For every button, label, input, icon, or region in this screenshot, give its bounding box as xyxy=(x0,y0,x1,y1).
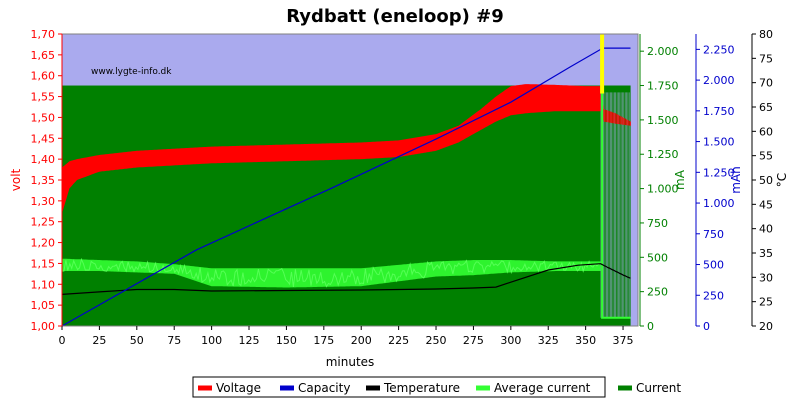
volt-tick-label: 1,45 xyxy=(31,132,56,145)
watermark-text: www.lygte-info.dk xyxy=(91,67,172,77)
ma-tick-label: 1.750 xyxy=(647,80,679,93)
legend-label: Average current xyxy=(494,381,591,395)
mah-tick-label: 500 xyxy=(703,259,724,272)
x-tick-label: 225 xyxy=(388,334,409,347)
temp-tick-label: 50 xyxy=(759,174,773,187)
average-current-series xyxy=(62,81,631,319)
temp-tick-label: 80 xyxy=(759,28,773,41)
ma-tick-label: 250 xyxy=(647,286,668,299)
mah-tick-label: 1.250 xyxy=(703,166,735,179)
average-current-tail xyxy=(601,81,631,319)
cutoff-marker xyxy=(600,34,605,94)
legend-box xyxy=(192,376,606,398)
volt-tick-label: 1,50 xyxy=(31,111,56,124)
volt-tick-label: 1,60 xyxy=(31,70,56,83)
ma-tick-label: 1.250 xyxy=(647,148,679,161)
mah-tick-label: 250 xyxy=(703,289,724,302)
x-tick-label: 0 xyxy=(59,334,66,347)
temp-tick-label: 20 xyxy=(759,320,773,333)
x-tick-label: 25 xyxy=(92,334,106,347)
volt-tick-label: 1,00 xyxy=(31,320,56,333)
ma-axis-label: mA xyxy=(673,169,687,190)
temp-tick-label: 40 xyxy=(759,223,773,236)
temp-tick-label: 35 xyxy=(759,247,773,260)
volt-tick-label: 1,55 xyxy=(31,91,56,104)
temp-tick-label: 75 xyxy=(759,52,773,65)
temp-tick-label: 30 xyxy=(759,271,773,284)
temp-tick-label: 55 xyxy=(759,150,773,163)
x-tick-label: 325 xyxy=(538,334,559,347)
volt-tick-label: 1,25 xyxy=(31,216,56,229)
temp-tick-label: 60 xyxy=(759,125,773,138)
temp-tick-label: 45 xyxy=(759,198,773,211)
x-axis-label: minutes xyxy=(326,355,375,369)
x-tick-label: 100 xyxy=(201,334,222,347)
volt-tick-label: 1,70 xyxy=(31,28,56,41)
temp-tick-label: 25 xyxy=(759,296,773,309)
ma-tick-label: 0 xyxy=(647,320,654,333)
temp-axis-label: °C xyxy=(775,173,789,187)
mah-axis-label: mAh xyxy=(729,166,743,194)
ma-tick-label: 500 xyxy=(647,251,668,264)
legend-label: Temperature xyxy=(383,381,460,395)
volt-tick-label: 1,15 xyxy=(31,257,56,270)
x-tick-label: 50 xyxy=(130,334,144,347)
mah-tick-label: 2.250 xyxy=(703,43,735,56)
volt-tick-label: 1,40 xyxy=(31,153,56,166)
x-tick-label: 125 xyxy=(239,334,260,347)
volt-tick-label: 1,65 xyxy=(31,49,56,62)
mah-tick-label: 750 xyxy=(703,228,724,241)
voltage-band xyxy=(62,84,601,214)
volt-axis-label: volt xyxy=(9,168,23,191)
x-tick-label: 200 xyxy=(351,334,372,347)
mah-tick-label: 1.500 xyxy=(703,136,735,149)
volt-tick-label: 1,35 xyxy=(31,174,56,187)
ma-tick-label: 1.000 xyxy=(647,183,679,196)
mah-tick-label: 1.750 xyxy=(703,105,735,118)
x-tick-label: 150 xyxy=(276,334,297,347)
mah-tick-label: 2.000 xyxy=(703,74,735,87)
axes: 0 25 50 75 100 125 150 175 200 225 250 275 300 325 350… xyxy=(9,28,789,369)
temperature-line xyxy=(61,263,631,295)
x-tick-label: 175 xyxy=(313,334,334,347)
volt-tick-label: 1,20 xyxy=(31,237,56,250)
temperature-series xyxy=(61,263,631,295)
volt-tick-label: 1,05 xyxy=(31,299,56,312)
current-pulse-gaps xyxy=(600,92,630,318)
x-tick-label: 275 xyxy=(463,334,484,347)
chart-title: Rydbatt (eneloop) #9 xyxy=(286,6,504,27)
legend-label: Current xyxy=(636,381,681,395)
x-tick-label: 250 xyxy=(426,334,447,347)
legend-label: Capacity xyxy=(298,381,350,395)
volt-tick-label: 1,10 xyxy=(31,278,56,291)
x-tick-label: 75 xyxy=(167,334,181,347)
mah-tick-label: 1.000 xyxy=(703,197,735,210)
volt-tick-label: 1,30 xyxy=(31,195,56,208)
ma-tick-label: 2.000 xyxy=(647,45,679,58)
temp-tick-label: 70 xyxy=(759,77,773,90)
x-tick-label: 300 xyxy=(500,334,521,347)
x-tick-label: 350 xyxy=(575,334,596,347)
cutoff-marker-bar xyxy=(600,34,605,94)
average-current-noise xyxy=(62,257,600,288)
average-current-band xyxy=(62,258,601,288)
legend: Voltage Capacity Temperature Average curren… xyxy=(192,376,681,398)
temp-tick-label: 65 xyxy=(759,101,773,114)
ma-tick-label: 750 xyxy=(647,217,668,230)
legend-label: Voltage xyxy=(216,381,261,395)
x-tick-label: 375 xyxy=(613,334,634,347)
mah-tick-label: 0 xyxy=(703,320,710,333)
ma-tick-label: 1.500 xyxy=(647,114,679,127)
